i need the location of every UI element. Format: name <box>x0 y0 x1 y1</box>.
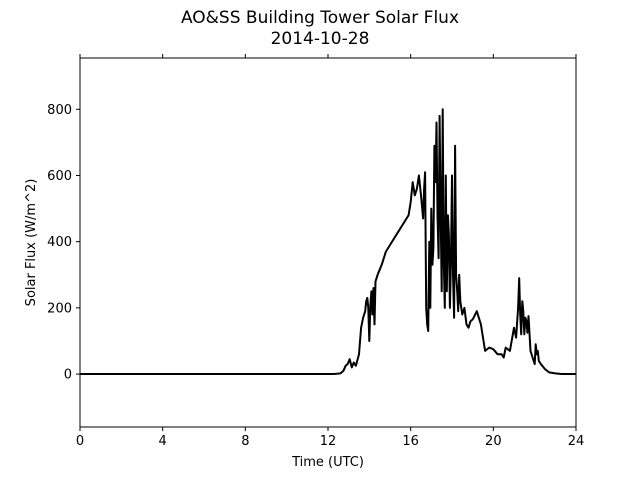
y-tick-label: 600 <box>47 169 72 184</box>
axis-ticks: 0 4 8 12 16 20 24 0 200 400 600 800 <box>47 54 584 449</box>
chart-subtitle: 2014-10-28 <box>270 29 370 49</box>
y-tick-label: 200 <box>47 301 72 316</box>
y-axis-label: Solar Flux (W/m^2) <box>24 179 39 307</box>
y-tick-label: 400 <box>47 235 72 250</box>
x-axis-label: Time (UTC) <box>291 455 364 470</box>
series-line <box>80 108 576 375</box>
x-tick-label: 24 <box>568 434 585 449</box>
x-tick-label: 4 <box>159 434 167 449</box>
x-tick-label: 0 <box>76 434 84 449</box>
x-tick-label: 8 <box>241 434 249 449</box>
y-tick-label: 0 <box>64 368 72 383</box>
x-tick-label: 20 <box>485 434 502 449</box>
x-tick-label: 16 <box>402 434 419 449</box>
plot-frame <box>79 57 577 428</box>
y-tick-label: 800 <box>47 103 72 118</box>
chart-title: AO&SS Building Tower Solar Flux <box>180 8 460 28</box>
x-tick-label: 12 <box>320 434 337 449</box>
